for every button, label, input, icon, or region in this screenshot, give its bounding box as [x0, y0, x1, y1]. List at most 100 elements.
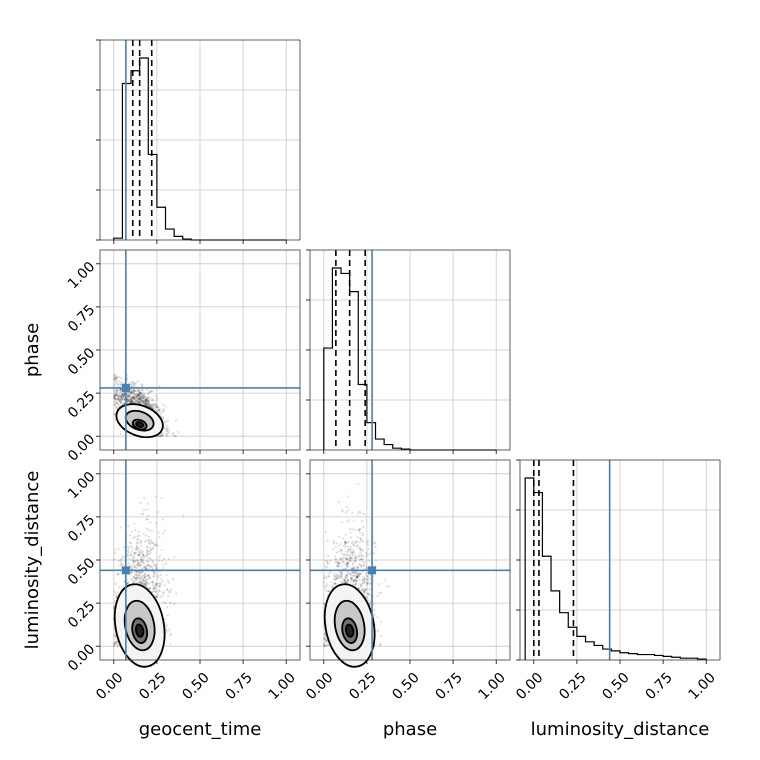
sample-point [165, 574, 168, 577]
sample-point [348, 556, 351, 560]
sample-point [356, 575, 359, 578]
sample-point [138, 547, 141, 550]
sample-point [144, 582, 147, 585]
sample-point [143, 584, 147, 587]
sample-point [135, 577, 138, 580]
sample-point [150, 404, 153, 407]
sample-point [136, 570, 140, 574]
sample-point [326, 590, 330, 593]
sample-point [139, 396, 142, 399]
sample-point [128, 394, 131, 397]
sample-point [154, 403, 157, 406]
sample-point [120, 393, 124, 396]
sample-point [148, 576, 151, 579]
sample-point [166, 630, 169, 633]
sample-point [345, 573, 349, 577]
sample-point [152, 587, 155, 590]
sample-point [363, 581, 366, 584]
sample-point [116, 398, 119, 401]
sample-point [129, 399, 132, 402]
sample-point [113, 397, 117, 400]
sample-point [118, 394, 121, 398]
sample-point [136, 563, 139, 566]
sample-point [119, 390, 122, 394]
sample-point [324, 530, 328, 533]
sample-point [344, 557, 348, 560]
sample-point [143, 565, 146, 569]
sample-point [114, 393, 117, 396]
sample-point [143, 572, 147, 575]
sample-point [144, 400, 148, 403]
sample-point [152, 575, 155, 578]
sample-point [140, 571, 144, 574]
sample-point [113, 643, 116, 646]
sample-point [130, 393, 133, 396]
sample-point [354, 557, 357, 560]
sample-point [115, 391, 118, 394]
sample-point [361, 579, 364, 582]
sample-point [146, 403, 149, 407]
sample-point [379, 643, 382, 646]
sample-point [140, 396, 143, 399]
sample-point [113, 396, 116, 400]
sample-point [152, 580, 155, 584]
sample-point [136, 394, 139, 398]
sample-point [143, 403, 146, 406]
sample-point [117, 396, 120, 399]
sample-point [116, 396, 120, 400]
sample-point [153, 587, 156, 590]
sample-point [156, 567, 159, 570]
sample-point [146, 578, 149, 581]
sample-point [365, 567, 369, 570]
sample-point [360, 557, 363, 561]
sample-point [182, 514, 185, 517]
sample-point [369, 582, 372, 585]
sample-point [113, 590, 116, 594]
sample-point [134, 396, 138, 399]
sample-point [122, 395, 125, 398]
sample-point [142, 393, 145, 397]
sample-point [162, 591, 165, 594]
sample-point [114, 376, 117, 380]
sample-point [354, 581, 357, 585]
sample-point [165, 434, 168, 438]
sample-point [140, 540, 143, 543]
sample-point [119, 398, 122, 402]
sample-point [161, 434, 164, 438]
sample-point [353, 574, 356, 577]
sample-point [136, 399, 140, 402]
sample-point [161, 518, 164, 521]
sample-point [148, 529, 151, 532]
sample-point [149, 396, 152, 399]
sample-point [345, 576, 348, 579]
sample-point [360, 583, 363, 587]
sample-point [143, 399, 147, 403]
sample-point [121, 555, 124, 559]
sample-point [339, 548, 342, 551]
sample-point [132, 561, 135, 564]
sample-point [126, 395, 130, 399]
sample-point [170, 588, 173, 591]
sample-point [356, 567, 359, 570]
sample-point [152, 407, 155, 410]
sample-point [113, 394, 116, 397]
sample-point [135, 546, 138, 550]
sample-point [329, 570, 332, 574]
sample-point [115, 376, 119, 380]
sample-point [158, 385, 161, 388]
sample-point [146, 550, 149, 553]
sample-point [347, 578, 350, 582]
sample-point [146, 564, 150, 567]
sample-point [145, 574, 148, 577]
sample-point [365, 578, 369, 581]
sample-point [365, 555, 368, 558]
sample-point [161, 403, 165, 406]
sample-point [340, 552, 343, 555]
sample-point [158, 536, 161, 539]
sample-point [115, 393, 118, 396]
sample-point [128, 394, 131, 397]
sample-point [155, 399, 158, 402]
sample-point [356, 544, 360, 547]
ylabel-luminosity-distance: luminosity_distance [22, 471, 43, 650]
sample-point [360, 589, 364, 592]
